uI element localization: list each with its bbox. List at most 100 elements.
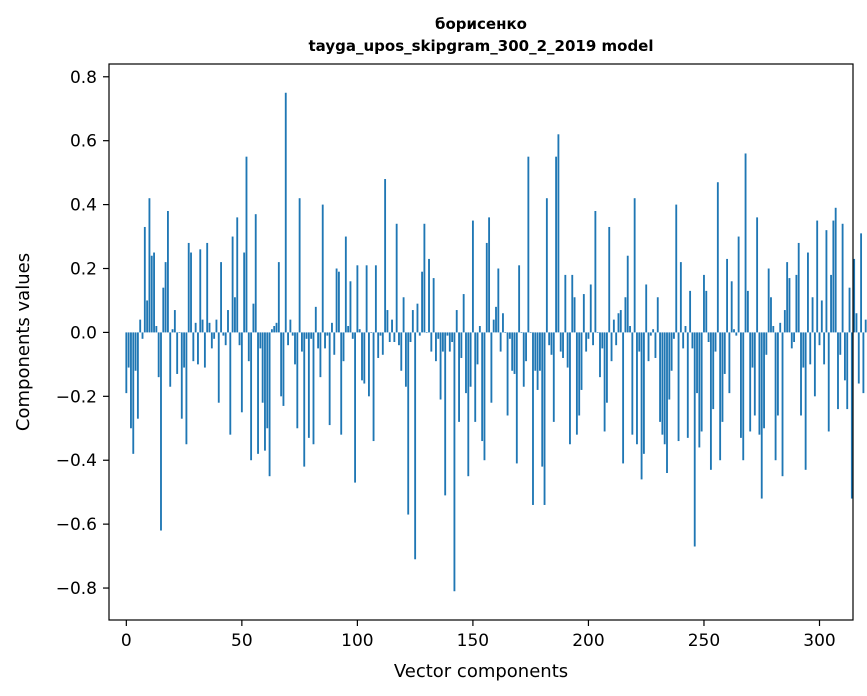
bar [344,236,347,333]
y-tick-label: 0.2 [70,260,97,280]
x-tick-label: 300 [803,631,835,651]
bar [314,306,317,333]
bar [377,332,380,358]
bar [395,223,398,333]
bar [758,332,761,435]
bar [245,156,248,333]
bar [374,265,377,333]
bar [640,332,643,480]
bar [543,332,546,505]
bar [460,332,463,358]
bar [622,332,625,464]
bar [795,274,798,333]
bar [294,332,296,365]
bar [723,332,726,374]
bar [150,255,153,333]
y-tick-label: 0.8 [70,68,97,88]
bar [744,153,747,333]
y-tick-label: −0.2 [56,387,97,407]
bar [379,332,382,336]
bar [575,332,578,435]
bar [709,332,712,470]
bar [513,332,516,374]
bar [282,332,285,406]
bar [136,332,139,419]
chart-subtitle: tayga_upos_skipgram_300_2_2019 model [309,37,654,55]
bar [506,332,509,416]
bar [550,332,553,355]
bar [180,332,183,419]
bar [684,326,687,333]
y-axis-ticks: −0.8 −0.6 −0.4 −0.2 0.0 0.2 0.4 0.6 0.8 [56,68,109,599]
bar [146,300,149,333]
bar [421,271,424,333]
bar [860,233,863,333]
bar [760,332,763,499]
bar [134,332,137,371]
bar [243,252,246,333]
bar [652,329,655,333]
bar [173,310,176,333]
bar [557,134,560,333]
bar [400,332,403,371]
bar [155,326,158,333]
bar [132,332,135,454]
bar [626,255,629,333]
bar [289,319,292,333]
bar [275,322,278,333]
bar [850,332,853,499]
bar [259,332,262,349]
bar [756,217,759,333]
bar [707,332,710,342]
bar [310,332,313,339]
bar [342,332,345,362]
bar [439,332,442,400]
bar [266,332,269,429]
bar [682,332,685,349]
bar [199,249,202,333]
bar [361,332,363,381]
bar [213,332,216,339]
bar [224,332,227,346]
bar [474,332,477,422]
bar [333,332,336,355]
bar [171,329,174,333]
bar [414,332,417,560]
bar [619,310,622,333]
y-tick-label: 0.4 [70,196,97,216]
bar [703,274,705,333]
bar [599,332,601,378]
bar [679,262,682,333]
bar [705,290,708,333]
bar [411,310,414,333]
bar [714,332,717,352]
bar [633,198,636,333]
bar [210,332,213,349]
bar [257,332,259,454]
bar [407,332,410,515]
bar [612,319,615,333]
bar [483,332,486,461]
bar [416,303,419,333]
bar [335,268,338,333]
bar [444,332,447,496]
bar [596,332,599,334]
bar [740,332,742,438]
bar [504,332,507,334]
bar [441,332,444,352]
bar [356,265,359,333]
bar [606,332,608,403]
bar [839,332,842,355]
bar [331,322,333,333]
bar [471,220,474,333]
x-tick-label: 50 [231,631,253,651]
bar [800,332,802,416]
bar [862,332,865,394]
x-tick-label: 100 [341,631,373,651]
bar [781,332,784,477]
y-tick-label: 0.6 [70,132,97,152]
bar [790,332,793,349]
bar [190,252,192,333]
bar [238,332,241,346]
bar [384,179,387,333]
